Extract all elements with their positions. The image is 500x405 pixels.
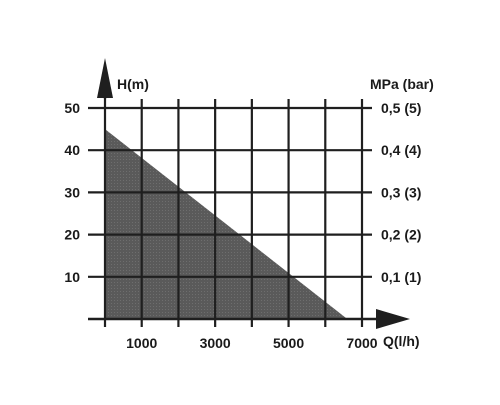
performance-area [105, 129, 348, 319]
y2-tick-label: 0,1 (1) [381, 269, 421, 285]
y-tick-label: 50 [64, 100, 80, 116]
y-axis-arrow-icon [97, 58, 113, 98]
y2-axis-title: MPa (bar) [370, 76, 434, 92]
axis-layer: H(m) MPa (bar) Q(l/h) [88, 58, 434, 349]
grid-layer [88, 99, 372, 327]
tick-layer: 10 20 30 40 50 0,1 (1) 0,2 (2) 0,3 (3) 0,4 (4) 0,… [64, 100, 421, 351]
y2-tick-label: 0,5 (5) [381, 100, 421, 116]
x-tick-label: 7000 [346, 335, 377, 351]
area-layer [105, 129, 348, 319]
x-tick-label: 5000 [273, 335, 304, 351]
x-tick-label: 3000 [200, 335, 231, 351]
y-tick-label: 20 [64, 227, 80, 243]
y2-tick-label: 0,2 (2) [381, 227, 421, 243]
y-tick-label: 30 [64, 184, 80, 200]
y-tick-label: 10 [64, 269, 80, 285]
x-axis-arrow-icon [376, 309, 410, 329]
x-tick-label: 1000 [126, 335, 157, 351]
y2-tick-label: 0,4 (4) [381, 142, 421, 158]
x-axis-title: Q(l/h) [383, 333, 420, 349]
y-tick-label: 40 [64, 142, 80, 158]
y-axis-title: H(m) [117, 76, 149, 92]
y2-tick-label: 0,3 (3) [381, 184, 421, 200]
